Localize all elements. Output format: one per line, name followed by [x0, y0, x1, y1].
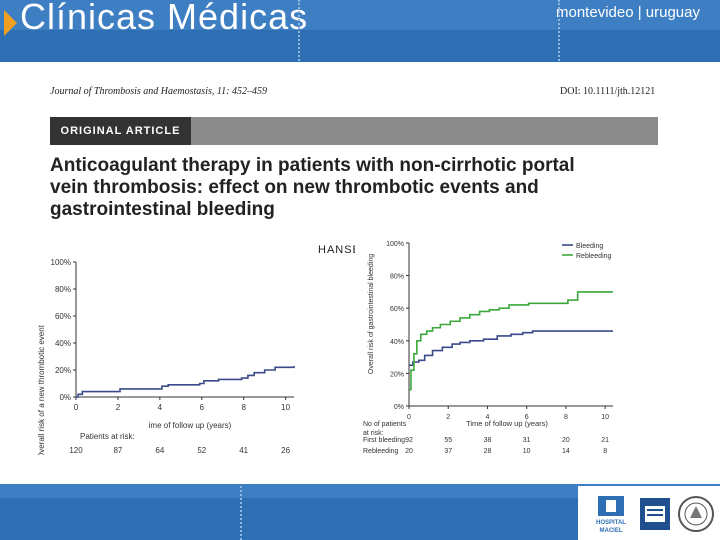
y-tick-label: 60%: [390, 306, 404, 313]
journal-citation: Journal of Thrombosis and Haemostasis, 1…: [50, 86, 267, 97]
y-tick-label: 20%: [55, 366, 71, 375]
risk-row-name: Rebleeding: [363, 448, 399, 455]
author-fragment: HANSE: [318, 244, 361, 256]
hospital-icon: HOSPITAL MACIEL: [596, 496, 626, 534]
risk-value: 14: [562, 448, 570, 455]
chart1-risk-label: Patients at risk:: [80, 432, 135, 441]
y-tick-label: 60%: [55, 312, 71, 321]
chart2-xlabel: Time of follow up (years): [466, 419, 548, 428]
thrombotic-event-chart: Overall risk of a new thrombotic event i…: [0, 240, 300, 455]
y-tick-label: 20%: [390, 371, 404, 378]
risk-value: 37: [444, 448, 452, 455]
svg-text:HOSPITAL: HOSPITAL: [596, 520, 626, 526]
title-line: gastrointestinal bleeding: [50, 199, 275, 220]
x-tick-label: 4: [158, 403, 163, 412]
section-bar: ORIGINAL ARTICLE: [50, 117, 658, 145]
doi-label: DOI: 10.1111/jth.12121: [560, 86, 656, 97]
risk-value: 92: [405, 437, 413, 444]
chart2-ylabel: Overall risk of gastrointestinal bleedin…: [368, 254, 375, 374]
risk-row-name: First bleeding: [363, 437, 405, 444]
y-tick-label: 40%: [55, 339, 71, 348]
series-line-bleeding: [409, 330, 613, 367]
gi-bleeding-chart: Overall risk of gastrointestinal bleedin…: [355, 232, 625, 457]
risk-value: 52: [197, 446, 206, 455]
x-tick-label: 8: [564, 414, 568, 421]
university-icon: [640, 498, 670, 530]
legend-label: Bleeding: [576, 243, 603, 250]
risk-value: 20: [562, 437, 570, 444]
risk-value: 28: [484, 448, 492, 455]
risk-value: 26: [281, 446, 290, 455]
seal-icon: [678, 496, 714, 532]
y-tick-label: 80%: [390, 274, 404, 281]
chart2-risk-label-2: at risk:: [363, 430, 384, 437]
risk-value: 41: [239, 446, 248, 455]
university-logo: [636, 494, 674, 534]
x-tick-label: 6: [200, 403, 205, 412]
title-line: vein thrombosis: effect on new thromboti…: [50, 177, 539, 198]
x-tick-label: 10: [601, 414, 609, 421]
x-tick-label: 0: [407, 414, 411, 421]
x-tick-label: 2: [116, 403, 121, 412]
risk-value: 87: [113, 446, 122, 455]
series-line-rebleeding: [409, 291, 613, 391]
chart1-ylabel: Overall risk of a new thrombotic event: [37, 324, 46, 455]
y-tick-label: 40%: [390, 339, 404, 346]
x-tick-label: 0: [74, 403, 79, 412]
risk-value: 120: [69, 446, 83, 455]
divider-dots: [240, 486, 244, 540]
legend-label: Rebleeding: [576, 253, 612, 260]
hospital-maciel-logo: HOSPITAL MACIEL: [592, 494, 630, 534]
footer-stripe: [0, 484, 720, 498]
header-bar: Clínicas Médicas montevideo | uruguay: [0, 0, 720, 62]
header-stripe: [0, 0, 720, 30]
risk-value: 55: [444, 437, 452, 444]
y-tick-label: 80%: [55, 285, 71, 294]
y-tick-label: 0%: [59, 393, 71, 402]
title-line: Anticoagulant therapy in patients with n…: [50, 155, 575, 176]
risk-value: 38: [484, 437, 492, 444]
x-tick-label: 6: [525, 414, 529, 421]
risk-value: 31: [523, 437, 531, 444]
x-tick-label: 2: [446, 414, 450, 421]
series-line: [76, 365, 295, 398]
divider-dots: [558, 0, 562, 72]
y-tick-label: 100%: [386, 241, 404, 248]
x-tick-label: 10: [281, 403, 290, 412]
chart2-risk-label-1: No of patients: [363, 421, 407, 428]
risk-value: 64: [155, 446, 164, 455]
y-tick-label: 100%: [51, 258, 71, 267]
risk-value: 21: [601, 437, 609, 444]
x-tick-label: 8: [241, 403, 246, 412]
risk-value: 10: [523, 448, 531, 455]
section-label: ORIGINAL ARTICLE: [50, 117, 191, 145]
chart1-xlabel: ime of follow up (years): [149, 421, 232, 430]
x-tick-label: 4: [486, 414, 490, 421]
divider-dots: [298, 0, 302, 72]
brand-title: Clínicas Médicas: [20, 0, 309, 37]
svg-text:MACIEL: MACIEL: [600, 528, 623, 534]
article-title: Anticoagulant therapy in patients with n…: [50, 155, 650, 221]
y-tick-label: 0%: [394, 404, 404, 411]
risk-value: 8: [603, 448, 607, 455]
logo-arrow-icon: [4, 10, 17, 36]
city-label: montevideo | uruguay: [556, 4, 700, 21]
faculty-seal-logo: [676, 494, 714, 534]
logos-panel: HOSPITAL MACIEL: [578, 486, 720, 540]
risk-value: 20: [405, 448, 413, 455]
